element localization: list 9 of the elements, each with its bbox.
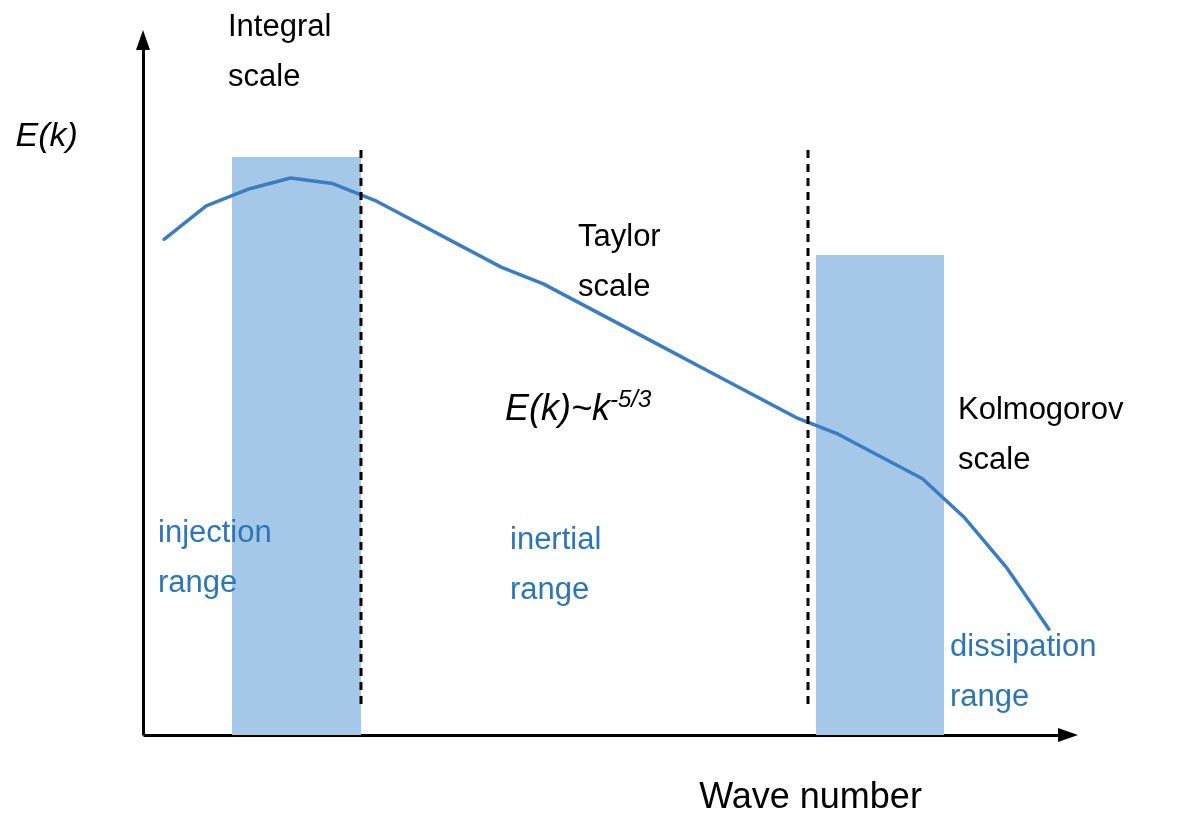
annotation: Kolmogorov scale — [958, 391, 1124, 476]
annotation: inertial range — [510, 521, 602, 606]
annotation: injection range — [158, 514, 272, 599]
annotation: E(k)~k$^{-5/3}$ — [505, 384, 653, 428]
x-axis-title: Wave number — [699, 774, 922, 816]
annotation: Taylor scale — [578, 218, 661, 303]
annotation: dissipation range — [950, 628, 1097, 713]
text: Integral scale — [228, 8, 332, 93]
y-axis-title: E(k) — [15, 114, 78, 153]
